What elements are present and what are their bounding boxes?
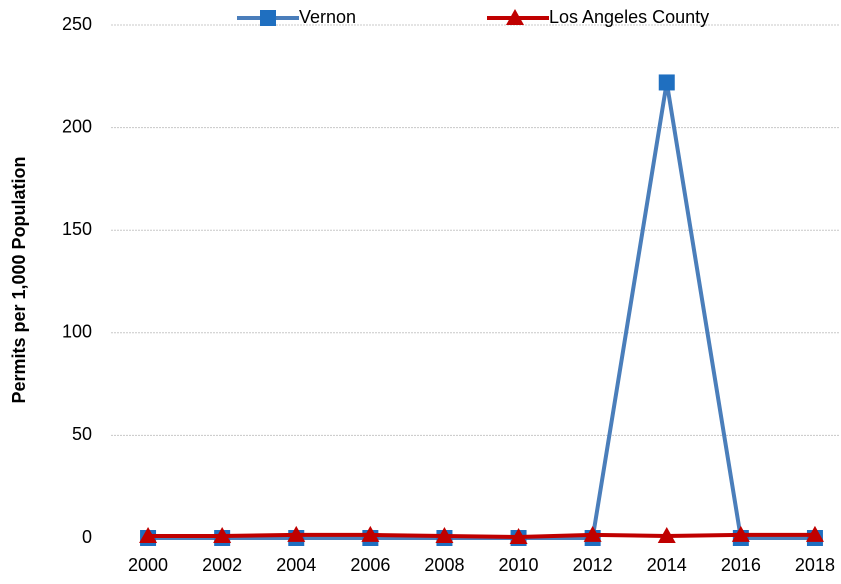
point-marker (657, 526, 676, 543)
legend-marker (506, 9, 524, 25)
point-marker (805, 525, 824, 542)
point-marker (731, 525, 750, 542)
x-tick-label: 2012 (573, 555, 613, 575)
x-tick-label: 2016 (721, 555, 761, 575)
x-tick-label: 2002 (202, 555, 242, 575)
point-marker (509, 527, 528, 544)
y-axis-title: Permits per 1,000 Population (9, 156, 29, 403)
x-tick-label: 2008 (424, 555, 464, 575)
point-marker (658, 74, 675, 91)
x-tick-label: 2018 (795, 555, 835, 575)
x-tick-label: 2014 (647, 555, 687, 575)
series-line (148, 80, 815, 540)
y-tick-label: 250 (62, 14, 92, 34)
y-tick-label: 200 (62, 116, 92, 136)
y-tick-label: 150 (62, 219, 92, 239)
legend-label: Vernon (299, 7, 356, 27)
x-tick-label: 2004 (276, 555, 316, 575)
x-tick-label: 2000 (128, 555, 168, 575)
point-marker (361, 525, 380, 542)
point-marker (139, 526, 158, 543)
x-tick-label: 2010 (499, 555, 539, 575)
point-marker (435, 526, 454, 543)
point-marker (583, 525, 602, 542)
point-marker (213, 526, 232, 543)
y-tick-label: 0 (82, 527, 92, 547)
series-line (148, 532, 815, 539)
point-marker (287, 525, 306, 542)
legend-marker (260, 10, 276, 26)
legend-label: Los Angeles County (549, 7, 709, 27)
y-tick-label: 50 (72, 424, 92, 444)
x-tick-label: 2006 (350, 555, 390, 575)
y-tick-label: 100 (62, 322, 92, 342)
